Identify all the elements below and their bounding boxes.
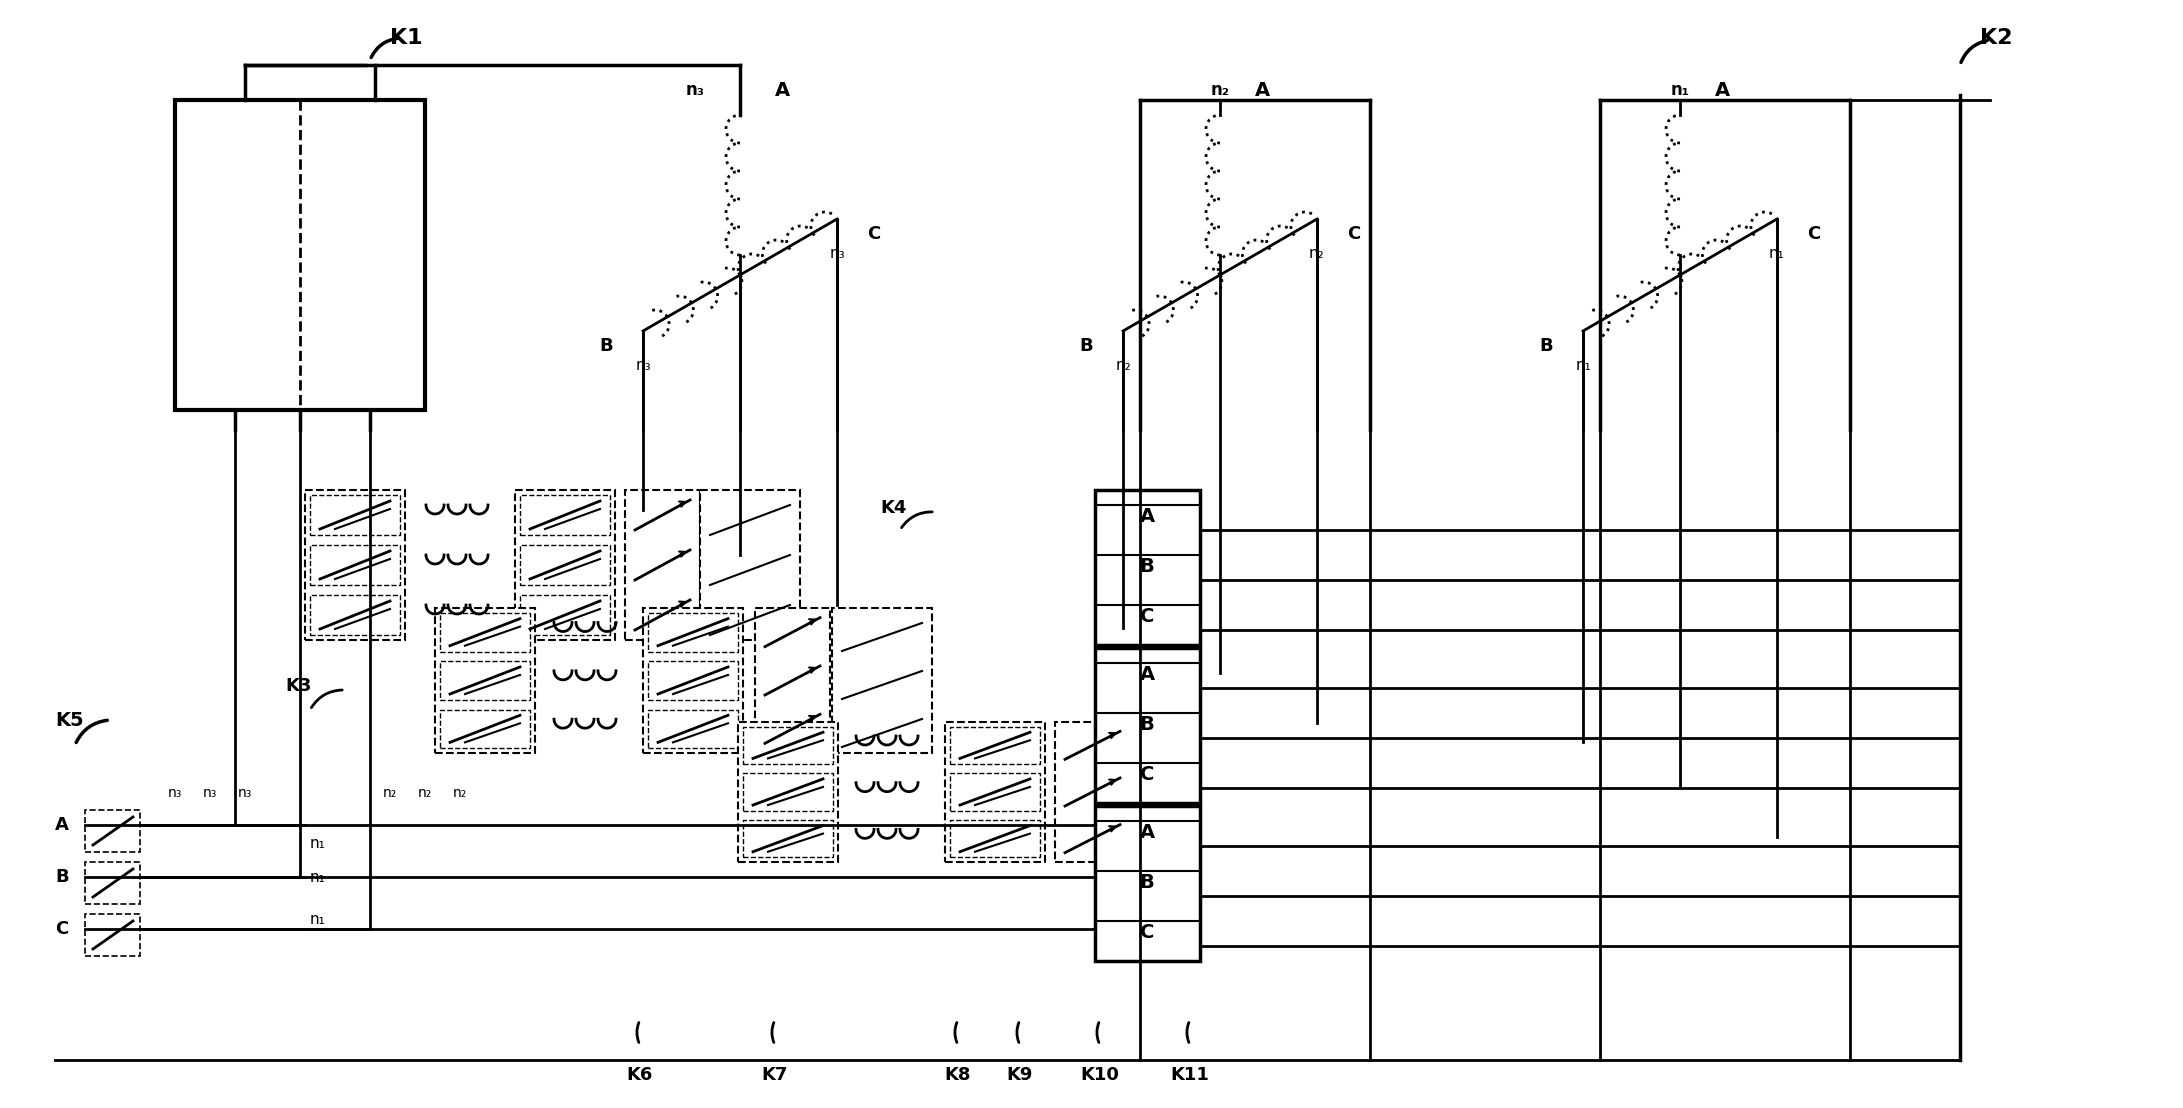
Text: n₁: n₁ xyxy=(1576,359,1591,373)
Bar xyxy=(520,595,609,635)
Text: n₂: n₂ xyxy=(417,786,432,800)
Text: C: C xyxy=(1808,225,1821,243)
Text: n₃: n₃ xyxy=(168,786,181,800)
Bar xyxy=(945,722,1046,862)
Bar xyxy=(1096,490,1201,645)
Text: n₂: n₂ xyxy=(382,786,397,800)
Bar xyxy=(832,608,932,753)
Bar xyxy=(85,914,140,956)
Bar xyxy=(441,709,530,748)
Bar xyxy=(310,595,399,635)
Text: B: B xyxy=(1140,556,1155,575)
Text: n₃: n₃ xyxy=(238,786,253,800)
Text: n₃: n₃ xyxy=(635,359,651,373)
Bar xyxy=(742,820,834,858)
Bar xyxy=(1096,648,1201,803)
Text: K8: K8 xyxy=(945,1066,971,1084)
Text: C: C xyxy=(55,920,68,938)
Text: K9: K9 xyxy=(1006,1066,1033,1084)
Text: n₃: n₃ xyxy=(685,81,705,99)
Text: A: A xyxy=(1140,506,1155,525)
Bar xyxy=(950,820,1039,858)
Text: K10: K10 xyxy=(1081,1066,1120,1084)
Bar xyxy=(1096,806,1201,961)
Bar xyxy=(742,727,834,765)
Text: n₁: n₁ xyxy=(1768,246,1786,261)
Bar xyxy=(520,545,609,585)
Text: C: C xyxy=(867,225,880,243)
Text: n₁: n₁ xyxy=(310,835,325,851)
Bar xyxy=(441,613,530,652)
Text: A: A xyxy=(1140,822,1155,841)
Text: n₁: n₁ xyxy=(1670,81,1690,99)
Bar xyxy=(441,661,530,700)
Text: B: B xyxy=(600,337,613,355)
Text: K7: K7 xyxy=(762,1066,788,1084)
Text: K2: K2 xyxy=(1980,28,2013,48)
Bar xyxy=(520,495,609,535)
Text: A: A xyxy=(1716,81,1731,100)
Text: C: C xyxy=(1140,606,1155,626)
Text: C: C xyxy=(1140,923,1155,942)
Bar xyxy=(950,727,1039,765)
Text: A: A xyxy=(1255,81,1271,100)
Text: n₂: n₂ xyxy=(1310,246,1325,261)
Bar xyxy=(701,490,799,640)
Text: A: A xyxy=(775,81,790,100)
Text: K5: K5 xyxy=(55,710,83,729)
Text: K1: K1 xyxy=(391,28,424,48)
Text: C: C xyxy=(1140,765,1155,783)
Bar xyxy=(950,773,1039,811)
Text: B: B xyxy=(55,868,68,886)
Bar xyxy=(742,773,834,811)
Text: B: B xyxy=(1140,715,1155,733)
Bar xyxy=(310,545,399,585)
Text: K4: K4 xyxy=(880,499,906,517)
Text: B: B xyxy=(1140,872,1155,892)
Text: K3: K3 xyxy=(286,677,312,695)
Bar xyxy=(648,709,738,748)
Text: n₃: n₃ xyxy=(203,786,216,800)
Text: K6: K6 xyxy=(627,1066,653,1084)
Text: B: B xyxy=(1539,337,1552,355)
Text: n₁: n₁ xyxy=(310,870,325,884)
Bar xyxy=(755,608,830,753)
Text: K11: K11 xyxy=(1170,1066,1209,1084)
Bar xyxy=(644,608,742,753)
Bar xyxy=(738,722,838,862)
Bar xyxy=(1054,722,1131,862)
Bar xyxy=(85,862,140,904)
Text: n₁: n₁ xyxy=(310,913,325,927)
Bar xyxy=(434,608,535,753)
Bar xyxy=(306,490,406,640)
Text: C: C xyxy=(1347,225,1360,243)
Text: A: A xyxy=(55,815,70,834)
Text: A: A xyxy=(1140,665,1155,684)
Bar xyxy=(85,810,140,852)
Bar xyxy=(515,490,616,640)
Bar xyxy=(175,100,426,410)
Text: n₂: n₂ xyxy=(1212,81,1229,99)
Text: n₃: n₃ xyxy=(830,246,845,261)
Text: n₂: n₂ xyxy=(452,786,467,800)
Bar xyxy=(648,661,738,700)
Text: n₂: n₂ xyxy=(1116,359,1131,373)
Text: B: B xyxy=(1078,337,1094,355)
Bar xyxy=(648,613,738,652)
Bar xyxy=(624,490,701,640)
Bar xyxy=(310,495,399,535)
